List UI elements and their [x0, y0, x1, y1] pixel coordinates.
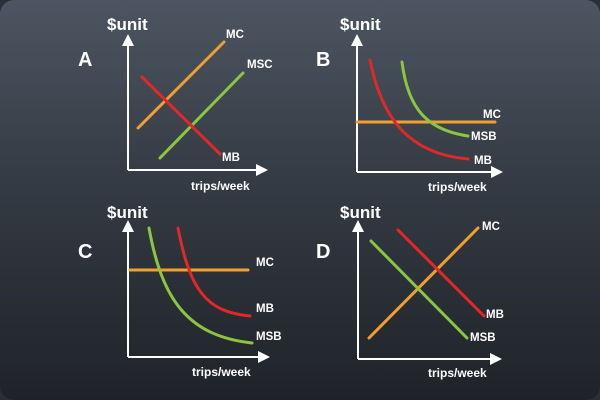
panel-letter: D [316, 241, 330, 263]
mb-curve [140, 75, 222, 156]
y-axis-label: $unit [107, 15, 148, 34]
panel-letter: A [78, 49, 92, 71]
msc-curve [158, 71, 245, 160]
msb-label: MSB [470, 332, 496, 344]
mb-label: MB [256, 303, 274, 315]
panel-letter: B [316, 49, 330, 71]
mb-label: MB [474, 155, 492, 167]
x-axis-label: trips/week [192, 365, 251, 379]
mb-curve [396, 228, 486, 318]
msc-label: MSC [247, 59, 273, 71]
mb-label: MB [486, 309, 504, 321]
panel-d: D $unit trips/week MC MB MSB [316, 203, 504, 380]
x-axis-label: trips/week [191, 179, 250, 193]
mc-curve [367, 226, 480, 340]
panel-c: C $unit trips/week MC MB MSB [78, 203, 282, 379]
msb-curve [400, 60, 470, 138]
msb-curve [369, 239, 469, 340]
msb-curve [147, 226, 254, 345]
y-axis-label: $unit [340, 203, 381, 222]
y-axis-label: $unit [107, 203, 148, 222]
mc-label: MC [256, 257, 274, 269]
mb-curve [176, 226, 252, 318]
mc-curve [136, 40, 226, 130]
x-axis-label: trips/week [428, 180, 487, 194]
mc-label: MC [482, 221, 500, 233]
mc-label: MC [226, 29, 244, 41]
mb-curve [368, 58, 470, 161]
mb-label: MB [222, 152, 240, 164]
x-axis-label: trips/week [428, 366, 487, 380]
panel-b: B $unit trips/week MC MSB MB [316, 15, 503, 194]
msb-label: MSB [256, 331, 282, 343]
mc-label: MC [483, 109, 501, 121]
msb-label: MSB [471, 131, 497, 143]
y-axis-label: $unit [340, 15, 381, 34]
panel-a: A $unit trips/week MC MSC MB [78, 15, 273, 193]
panel-letter: C [78, 241, 92, 263]
